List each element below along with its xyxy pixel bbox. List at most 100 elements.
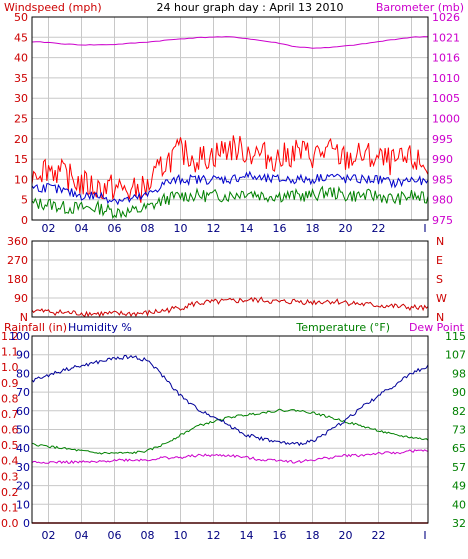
rainfall-tick-label: 0.7: [1, 408, 19, 421]
y-tick-label: 25: [14, 113, 28, 126]
rainfall-tick-label: 0.8: [1, 392, 19, 405]
rainfall-tick-label: 0.9: [1, 377, 19, 390]
x-tick-label: 16: [273, 222, 287, 235]
y-tick-label: 15: [14, 153, 28, 166]
dew-point-axis-title: Dew Point: [409, 321, 465, 334]
y-tick-label: 10: [16, 498, 30, 511]
y-tick-label: 82: [452, 405, 466, 418]
y-tick-label: 1021: [432, 31, 460, 44]
y-tick-label: 30: [14, 92, 28, 105]
x-tick-label: 06: [108, 222, 122, 235]
humidity-axis-title: Humidity %: [68, 321, 132, 334]
x-tick-label: 22: [372, 529, 386, 542]
x-tick-label: 10: [174, 529, 188, 542]
x-tick-label: 14: [240, 222, 254, 235]
x-tick-label: 18: [306, 529, 320, 542]
rainfall-tick-label: 0.3: [1, 470, 19, 483]
barometer-tick-labels: 975 980 985 990 995 1000 1005 1010 1016 1021 1026: [432, 11, 460, 227]
compass-label: N: [436, 311, 444, 324]
compass-label: E: [436, 254, 443, 267]
direction-degree-label: 90: [14, 292, 28, 305]
rainfall-tick-label: 1.0: [1, 361, 19, 374]
x-tick-label: 06: [108, 529, 122, 542]
direction-panel-series: [31, 296, 429, 318]
direction-degree-label: 180: [7, 273, 28, 286]
y-tick-label: 90: [16, 349, 30, 362]
y-tick-label: 65: [452, 442, 466, 455]
temperature-axis-title: Temperature (°F): [295, 321, 390, 334]
y-tick-label: 1026: [432, 11, 460, 24]
rainfall-tick-label: 1.2: [1, 330, 19, 343]
wind-direction-line: [31, 296, 429, 318]
wind-panel-x-tick-labels: 02 04 06 08 10 12 14 16 18 20 22 I: [42, 222, 427, 235]
y-tick-label: 20: [16, 480, 30, 493]
x-tick-label: 02: [42, 529, 56, 542]
y-tick-label: 115: [445, 330, 466, 343]
compass-label: W: [436, 292, 447, 305]
y-tick-label: 50: [16, 424, 30, 437]
direction-degree-label: N: [20, 311, 28, 324]
x-tick-label: 12: [207, 222, 221, 235]
y-tick-label: 10: [14, 173, 28, 186]
y-tick-label: 40: [14, 52, 28, 65]
y-tick-label: 5: [21, 194, 28, 207]
rainfall-tick-label: 0.0: [1, 517, 19, 530]
y-tick-label: 40: [452, 498, 466, 511]
wind-panel-grid: [32, 17, 428, 220]
rainfall-axis-title: Rainfall (in): [4, 321, 67, 334]
windspeed-axis-title: Windspeed (mph): [4, 1, 102, 14]
y-tick-label: 0: [21, 214, 28, 227]
dew-point-line: [31, 449, 429, 465]
temperature-line: [31, 408, 429, 455]
x-tick-label: 02: [42, 222, 56, 235]
y-tick-label: 60: [16, 405, 30, 418]
x-tick-label: 16: [273, 529, 287, 542]
humidity-tick-labels: 0 10 20 30 40 50 60 70 80 90 100: [9, 330, 30, 530]
y-tick-label: 1010: [432, 72, 460, 85]
y-tick-label: 995: [432, 133, 453, 146]
y-tick-label: 980: [432, 194, 453, 207]
chart-title: 24 hour graph day : April 13 2010: [157, 1, 344, 14]
barometer-axis-title: Barometer (mb): [376, 1, 464, 14]
x-tick-label: 22: [372, 222, 386, 235]
temperature-panel-frame: [31, 335, 429, 524]
temperature-panel-x-tick-labels: 02 04 06 08 10 12 14 16 18 20 22 I: [42, 529, 427, 542]
x-tick-label: 08: [141, 222, 155, 235]
rainfall-tick-label: 0.1: [1, 501, 19, 514]
y-tick-label: 1000: [432, 113, 460, 126]
y-tick-label: 0: [23, 517, 30, 530]
temperature-tick-labels: 32 40 49 57 65 73 82 90 98 107 115: [445, 330, 466, 530]
humidity-line: [31, 354, 429, 447]
y-tick-label: 57: [452, 461, 466, 474]
y-tick-label: 80: [16, 367, 30, 380]
rainfall-tick-label: 0.2: [1, 486, 19, 499]
y-tick-label: 73: [452, 424, 466, 437]
compass-label: S: [436, 273, 443, 286]
direction-panel-grid: [32, 241, 428, 317]
y-tick-label: 1005: [432, 92, 460, 105]
y-tick-label: 990: [432, 153, 453, 166]
x-tick-label: 08: [141, 529, 155, 542]
y-tick-label: 90: [452, 386, 466, 399]
y-tick-label: 45: [14, 31, 28, 44]
windspeed-tick-labels: 0 5 10 15 20 25 30 35 40 45 50: [14, 11, 28, 227]
x-tick-label: I: [423, 529, 426, 542]
barometer-line: [31, 36, 429, 49]
x-tick-label: 20: [339, 529, 353, 542]
compass-label: N: [436, 235, 444, 248]
direction-degree-label: 270: [7, 254, 28, 267]
x-tick-label: I: [423, 222, 426, 235]
y-tick-label: 1016: [432, 52, 460, 65]
y-tick-label: 20: [14, 133, 28, 146]
y-tick-label: 49: [452, 480, 466, 493]
rainfall-tick-label: 0.5: [1, 439, 19, 452]
rainfall-tick-labels: 0.0 0.1 0.2 0.3 0.4 0.5 0.6 0.7 0.8 0.9 1.0 1.1 1.2: [1, 330, 19, 530]
direction-panel-frame: [31, 240, 429, 318]
y-tick-label: 98: [452, 367, 466, 380]
x-tick-label: 04: [75, 529, 89, 542]
avg-wind-line: [31, 170, 429, 206]
temperature-panel-grid: [32, 336, 428, 523]
